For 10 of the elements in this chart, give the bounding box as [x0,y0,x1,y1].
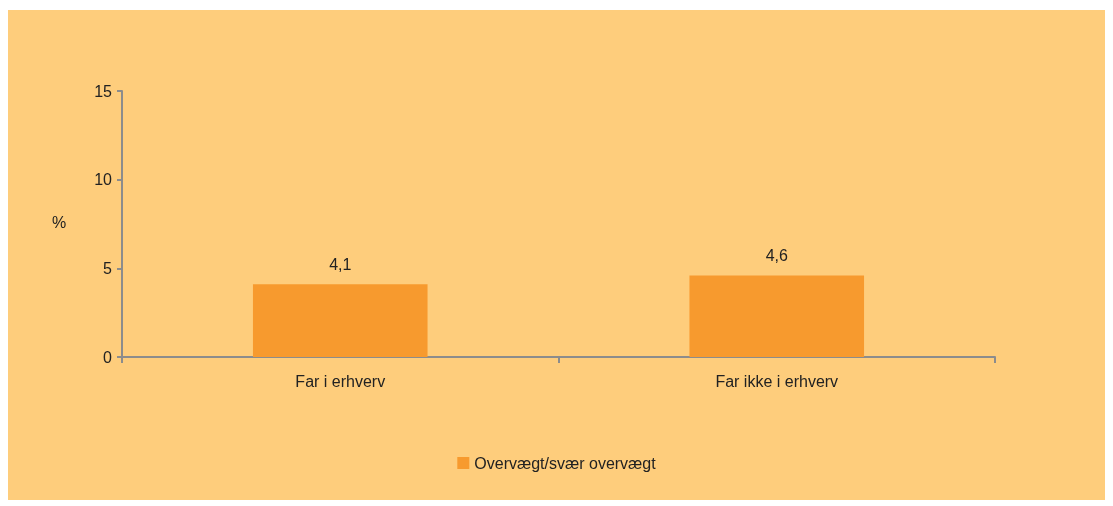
y-tick-label: 10 [94,171,113,189]
y-tick-label: 0 [103,348,113,366]
legend-label: Overvægt/svær overvægt [474,454,657,472]
data-label: 4,1 [329,255,352,273]
y-tick-label: 15 [94,82,113,100]
data-label: 4,6 [765,246,788,264]
x-tick-label: Far i erhverv [295,372,386,390]
y-tick-label: 5 [103,259,113,277]
x-tick-label: Far ikke i erhverv [715,372,839,390]
y-axis-title: % [52,213,67,231]
